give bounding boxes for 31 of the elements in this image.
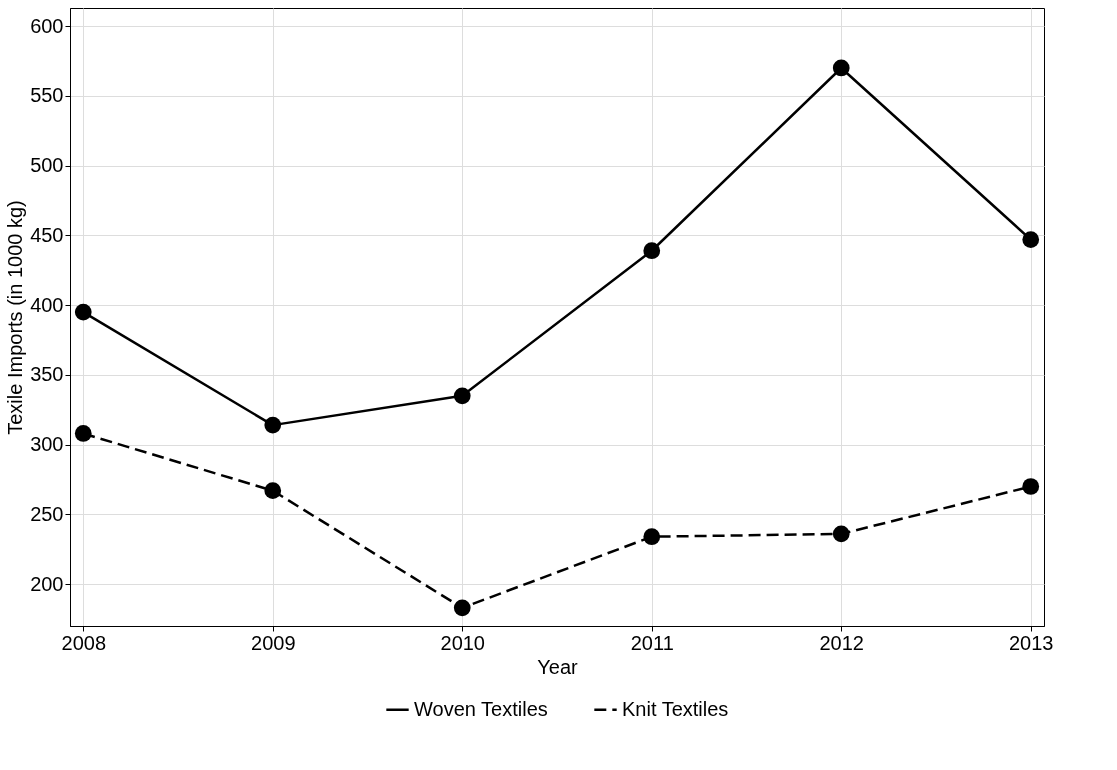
point (264, 482, 282, 500)
x-tick-label: 2011 (630, 631, 674, 654)
x-axis-title: Year (537, 655, 579, 678)
point (74, 303, 92, 321)
point (1022, 478, 1040, 495)
y-tick-label: 400 (30, 293, 64, 316)
x-tick-label: 2010 (440, 631, 485, 654)
point (453, 387, 471, 405)
legend-label: Woven Textiles (414, 697, 548, 720)
x-tick-label: 2012 (819, 631, 864, 654)
y-axis-title: Texile Imports (in 1000 kg) (4, 200, 27, 435)
point (832, 59, 850, 77)
x-tick-label: 2009 (251, 631, 296, 654)
point (74, 425, 92, 442)
x-tick-label: 2013 (1008, 631, 1054, 654)
y-tick-label: 600 (30, 14, 64, 37)
y-tick-label: 200 (30, 572, 64, 595)
point (264, 416, 282, 434)
x-tick-label: 2008 (61, 631, 107, 654)
y-tick-label: 550 (30, 84, 64, 107)
point (1022, 231, 1040, 248)
y-tick-label: 250 (30, 502, 64, 525)
point (643, 242, 661, 260)
point (643, 528, 661, 546)
y-tick-label: 450 (30, 223, 64, 246)
point (832, 525, 850, 543)
y-tick-label: 500 (30, 154, 64, 177)
point (453, 599, 471, 617)
legend-label: Knit Textiles (622, 697, 729, 720)
y-tick-label: 350 (30, 363, 64, 386)
y-tick-label: 300 (30, 433, 64, 456)
